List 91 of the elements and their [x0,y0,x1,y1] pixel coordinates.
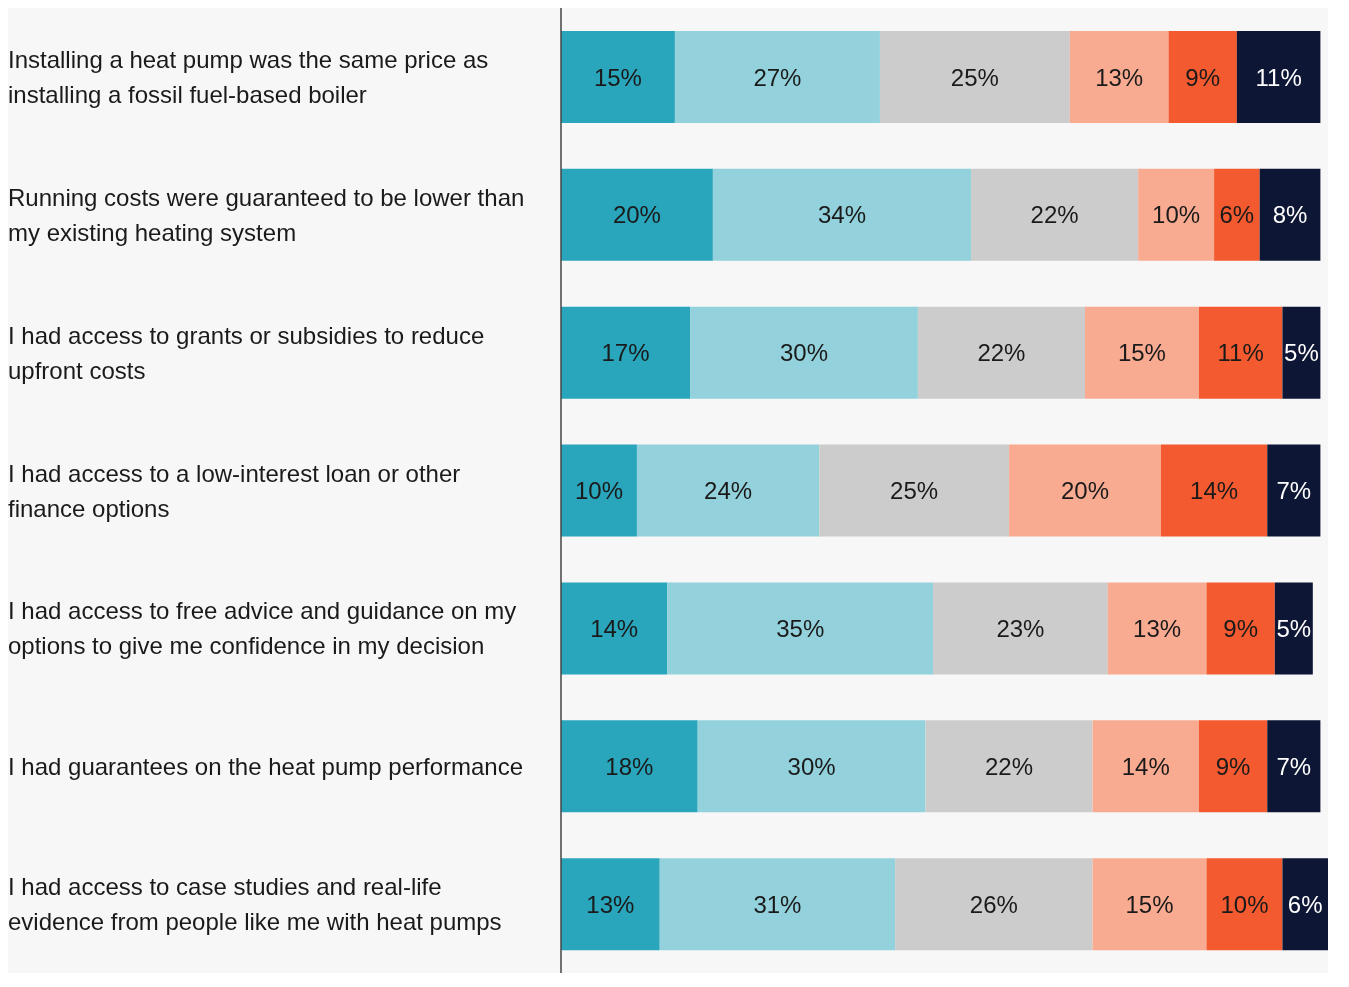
data-label: 17% [601,339,650,367]
data-label: 35% [776,614,825,642]
y-tick-label: Running costs were guaranteed to be lower than my existing heating system [8,182,526,248]
data-label: 30% [779,339,829,367]
data-label: 25% [950,63,999,91]
bar [1214,168,1260,261]
data-label: 13% [1133,614,1182,642]
data-label: 9% [1185,63,1221,91]
bar [1267,444,1321,537]
bar [1282,306,1321,399]
bar [561,444,637,537]
y-tick-label: I had access to case studies and real-life evidence from people like me with heat pumps [8,872,503,938]
bar [1138,168,1215,261]
data-label: 10% [1152,201,1201,229]
data-label: 11% [1217,339,1264,367]
data-label: 5% [1284,339,1319,367]
bar [917,306,1085,399]
bar [1259,168,1321,261]
data-label: 15% [1117,339,1166,367]
bar [1160,444,1268,537]
data-label: 14% [1121,752,1170,780]
data-label: 14% [590,614,639,642]
data-label: 25% [890,477,939,505]
bar [636,444,820,537]
bar [667,582,934,675]
bar [561,858,660,951]
data-label: 20% [1060,477,1110,505]
bar [1206,858,1283,951]
data-label: 14% [1190,477,1239,505]
data-label: 9% [1215,752,1251,780]
bar [561,720,698,813]
bar [1274,582,1313,675]
data-label: 22% [1030,201,1079,229]
bar [690,306,918,399]
bar [561,582,668,675]
y-tick-label: Installing a heat pump was the same price as installing a fossil fuel-based boiler [8,44,490,110]
data-label: 27% [753,63,802,91]
data-label: 20% [612,201,661,229]
data-label: 15% [593,63,642,91]
data-label: 26% [969,890,1018,918]
data-label: 24% [704,477,753,505]
bar [819,444,1010,537]
bar [1168,31,1237,123]
bar [712,168,972,261]
data-label: 9% [1223,614,1259,642]
bar [697,720,926,813]
bar [1267,720,1321,813]
bar [1198,720,1268,813]
bar [879,31,1070,123]
bar [561,31,675,123]
data-label: 34% [817,201,866,229]
bar [1198,306,1283,399]
y-tick-label: I had access to a low-interest loan or other finance options [8,458,462,524]
y-tick-label: I had guarantees on the heat pump performance [8,751,524,782]
data-label: 22% [985,752,1034,780]
y-tick-label: I had access to grants or subsidies to reduce upfront costs [8,320,486,386]
data-label: 7% [1276,752,1312,780]
data-label: 5% [1276,614,1312,642]
data-label: 8% [1272,201,1308,229]
data-label: 23% [996,614,1045,642]
data-label: 6% [1287,890,1323,918]
y-tick-label: I had access to free advice and guidance on my options to give me confidence in my decision [8,596,518,662]
bar [561,306,691,399]
data-label: 15% [1125,890,1174,918]
bar [1092,858,1207,951]
bar [933,582,1108,675]
data-label: 11% [1255,63,1302,91]
data-label: 22% [977,339,1026,367]
data-label: 7% [1276,477,1312,505]
bar [1236,31,1321,123]
data-label: 30% [787,752,836,780]
bar [674,31,880,123]
data-label: 10% [574,477,623,505]
data-label: 13% [1095,63,1144,91]
data-label: 6% [1219,201,1255,229]
bar [925,720,1093,813]
bar [1206,582,1275,675]
bar [895,858,1093,951]
bar [561,168,713,261]
bar [1069,31,1169,123]
data-label: 31% [753,890,802,918]
bar [1092,720,1199,813]
data-label: 13% [586,890,635,918]
bar [971,168,1139,261]
bar [1084,306,1199,399]
bar [1009,444,1161,537]
data-label: 10% [1220,890,1269,918]
bar [1282,858,1328,951]
bar [659,858,896,951]
data-label: 18% [605,752,654,780]
bar [1107,582,1207,675]
